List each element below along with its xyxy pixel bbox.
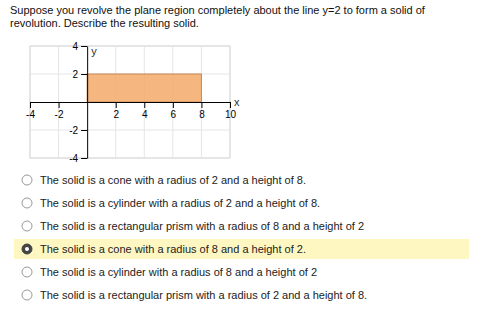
tick-label: -2 — [69, 125, 78, 136]
radio-button[interactable] — [22, 244, 32, 254]
options: The solid is a cone with a radius of 2 a… — [14, 174, 469, 301]
tick-mark — [81, 74, 87, 75]
option[interactable]: The solid is a cone with a radius of 2 a… — [22, 174, 306, 186]
tick-mark — [230, 102, 231, 108]
tick-mark — [201, 102, 202, 108]
axis-line — [87, 47, 88, 159]
tick-label: -4 — [69, 153, 78, 164]
x-tick: -4 — [26, 102, 35, 120]
option-text[interactable]: The solid is a rectangular prism with a … — [40, 289, 367, 301]
tick-mark — [30, 102, 31, 108]
tick-mark — [81, 158, 87, 159]
tick-label: -2 — [55, 109, 64, 120]
title-line: revolution. Describe the resulting solid… — [10, 17, 199, 29]
grid-line — [30, 130, 230, 131]
radio-button[interactable] — [22, 175, 32, 185]
option-highlight — [14, 239, 469, 259]
grid-line — [30, 158, 230, 159]
title-line: Suppose you revolve the plane region com… — [10, 4, 426, 16]
tick-label: 2 — [113, 109, 119, 120]
y-tick: -4 — [69, 153, 87, 164]
y-tick: 2 — [73, 69, 88, 80]
grid-line — [30, 46, 31, 158]
tick-label: 2 — [73, 69, 79, 80]
title: Suppose you revolve the plane region com… — [10, 4, 426, 29]
tick-label: 4 — [73, 41, 79, 52]
x-axis-label: x — [234, 96, 240, 108]
tick-label: 4 — [142, 109, 148, 120]
option[interactable]: The solid is a cylinder with a radius of… — [22, 266, 317, 278]
tick-label: 10 — [225, 109, 237, 120]
region — [87, 74, 201, 102]
tick-mark — [59, 102, 60, 108]
x-tick: -2 — [55, 102, 64, 120]
plot-frame — [30, 46, 230, 158]
radio-button[interactable] — [22, 267, 32, 277]
tick-mark — [144, 102, 145, 108]
option[interactable]: The solid is a cone with a radius of 8 a… — [14, 239, 469, 259]
tick-label: 6 — [171, 109, 177, 120]
y-tick: 4 — [73, 41, 88, 52]
option[interactable]: The solid is a rectangular prism with a … — [22, 289, 367, 301]
x-tick: 2 — [113, 102, 119, 120]
option[interactable]: The solid is a cylinder with a radius of… — [22, 197, 320, 209]
option[interactable]: The solid is a rectangular prism with a … — [22, 220, 364, 232]
y-axis-label: y — [91, 45, 97, 57]
chart: Suppose you revolve the plane region com… — [0, 0, 483, 320]
option-text[interactable]: The solid is a rectangular prism with a … — [40, 220, 364, 232]
x-axis: -4 -2 2 4 6 8 10 — [26, 102, 236, 120]
option-text[interactable]: The solid is a cone with a radius of 2 a… — [40, 174, 306, 186]
y-axis: -4 -2 2 4 — [69, 41, 87, 164]
x-tick: 6 — [171, 102, 177, 120]
radio-button[interactable] — [22, 221, 32, 231]
marks — [87, 74, 201, 102]
x-tick: 4 — [142, 102, 148, 120]
radio-button[interactable] — [22, 290, 32, 300]
radio-button[interactable] — [22, 198, 32, 208]
tick-label: 8 — [199, 109, 205, 120]
option-text[interactable]: The solid is a cylinder with a radius of… — [40, 197, 320, 209]
radio-dot — [25, 247, 29, 251]
grid-line — [30, 46, 230, 47]
tick-label: -4 — [26, 109, 35, 120]
tick-mark — [173, 102, 174, 108]
tick-mark — [81, 130, 87, 131]
option-text[interactable]: The solid is a cone with a radius of 8 a… — [40, 243, 306, 255]
axis-line — [31, 102, 231, 103]
option-text[interactable]: The solid is a cylinder with a radius of… — [40, 266, 317, 278]
grid — [30, 46, 230, 158]
y-tick: -2 — [69, 125, 87, 136]
tick-mark — [116, 102, 117, 108]
x-tick: 8 — [199, 102, 205, 120]
tick-mark — [81, 46, 87, 47]
